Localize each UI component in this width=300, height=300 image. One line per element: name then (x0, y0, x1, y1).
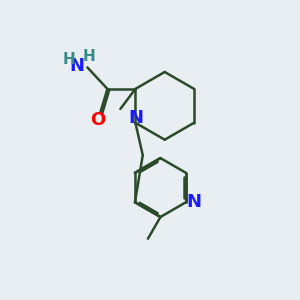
Text: N: N (128, 109, 143, 127)
Text: O: O (90, 111, 105, 129)
Text: H: H (82, 49, 95, 64)
Text: N: N (70, 57, 85, 75)
Text: H: H (63, 52, 76, 67)
Text: N: N (187, 193, 202, 211)
